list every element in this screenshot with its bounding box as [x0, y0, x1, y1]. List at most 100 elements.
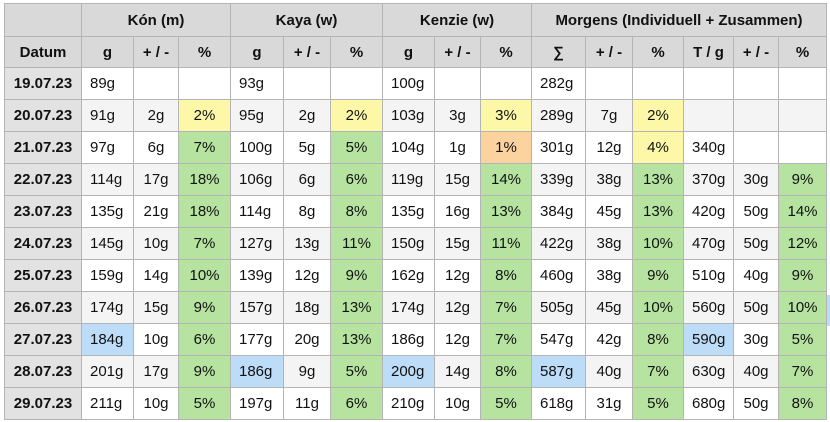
- delta-cell[interactable]: 50g: [733, 227, 779, 260]
- date-cell[interactable]: 23.07.23: [4, 195, 82, 228]
- percent-cell[interactable]: 7%: [632, 355, 684, 388]
- percent-cell[interactable]: 10%: [632, 227, 684, 260]
- delta-cell[interactable]: 40g: [733, 259, 779, 292]
- delta-cell[interactable]: 30g: [733, 163, 779, 196]
- percent-cell[interactable]: 10%: [632, 291, 684, 324]
- group-header-kaya[interactable]: Kaya (w): [230, 3, 383, 37]
- percent-cell[interactable]: 10%: [778, 291, 827, 324]
- delta-cell[interactable]: 18g: [283, 291, 331, 324]
- percent-cell[interactable]: 7%: [778, 355, 827, 388]
- weight-cell[interactable]: [683, 99, 734, 132]
- weight-cell[interactable]: 174g: [81, 291, 134, 324]
- column-header[interactable]: g: [81, 36, 134, 68]
- group-header-kenzie[interactable]: Kenzie (w): [382, 3, 532, 37]
- date-cell[interactable]: 27.07.23: [4, 323, 82, 356]
- delta-cell[interactable]: 7g: [585, 99, 633, 132]
- delta-cell[interactable]: 17g: [133, 163, 179, 196]
- delta-cell[interactable]: 2g: [283, 99, 331, 132]
- weight-cell[interactable]: 127g: [230, 227, 284, 260]
- percent-cell[interactable]: 9%: [330, 259, 383, 292]
- weight-cell[interactable]: 370g: [683, 163, 734, 196]
- date-cell[interactable]: 19.07.23: [4, 67, 82, 100]
- percent-cell[interactable]: [778, 67, 827, 100]
- date-cell[interactable]: 26.07.23: [4, 291, 82, 324]
- weight-cell[interactable]: 470g: [683, 227, 734, 260]
- delta-cell[interactable]: 14g: [133, 259, 179, 292]
- percent-cell[interactable]: 11%: [330, 227, 383, 260]
- percent-cell[interactable]: 2%: [178, 99, 231, 132]
- percent-cell[interactable]: 8%: [330, 195, 383, 228]
- column-header[interactable]: Datum: [4, 36, 82, 68]
- percent-cell[interactable]: 12%: [778, 227, 827, 260]
- delta-cell[interactable]: 15g: [434, 227, 481, 260]
- percent-cell[interactable]: 5%: [632, 387, 684, 420]
- column-header[interactable]: + / -: [283, 36, 331, 68]
- weight-cell[interactable]: 211g: [81, 387, 134, 420]
- percent-cell[interactable]: 5%: [480, 387, 532, 420]
- percent-cell[interactable]: 7%: [178, 227, 231, 260]
- percent-cell[interactable]: 5%: [178, 387, 231, 420]
- delta-cell[interactable]: 50g: [733, 195, 779, 228]
- weight-cell[interactable]: 630g: [683, 355, 734, 388]
- weight-cell[interactable]: 420g: [683, 195, 734, 228]
- percent-cell[interactable]: 14%: [778, 195, 827, 228]
- delta-cell[interactable]: 15g: [133, 291, 179, 324]
- delta-cell[interactable]: 50g: [733, 387, 779, 420]
- column-header[interactable]: %: [778, 36, 827, 68]
- delta-cell[interactable]: 8g: [283, 195, 331, 228]
- date-cell[interactable]: 21.07.23: [4, 131, 82, 164]
- weight-cell[interactable]: 422g: [531, 227, 586, 260]
- percent-cell[interactable]: 7%: [480, 323, 532, 356]
- date-cell[interactable]: 22.07.23: [4, 163, 82, 196]
- weight-cell[interactable]: 186g: [230, 355, 284, 388]
- delta-cell[interactable]: 10g: [133, 387, 179, 420]
- percent-cell[interactable]: 3%: [480, 99, 532, 132]
- percent-cell[interactable]: 9%: [778, 259, 827, 292]
- percent-cell[interactable]: [178, 67, 231, 100]
- date-cell[interactable]: 28.07.23: [4, 355, 82, 388]
- column-header[interactable]: %: [178, 36, 231, 68]
- delta-cell[interactable]: 6g: [133, 131, 179, 164]
- weight-cell[interactable]: 547g: [531, 323, 586, 356]
- percent-cell[interactable]: 9%: [178, 291, 231, 324]
- weight-cell[interactable]: 135g: [382, 195, 435, 228]
- percent-cell[interactable]: 11%: [480, 227, 532, 260]
- delta-cell[interactable]: [733, 131, 779, 164]
- weight-cell[interactable]: 301g: [531, 131, 586, 164]
- weight-cell[interactable]: 104g: [382, 131, 435, 164]
- percent-cell[interactable]: 9%: [178, 355, 231, 388]
- weight-cell[interactable]: 560g: [683, 291, 734, 324]
- weight-cell[interactable]: 197g: [230, 387, 284, 420]
- percent-cell[interactable]: 13%: [632, 195, 684, 228]
- delta-cell[interactable]: 40g: [585, 355, 633, 388]
- date-cell[interactable]: 24.07.23: [4, 227, 82, 260]
- delta-cell[interactable]: 5g: [283, 131, 331, 164]
- weight-cell[interactable]: 100g: [230, 131, 284, 164]
- weight-cell[interactable]: 162g: [382, 259, 435, 292]
- delta-cell[interactable]: 13g: [283, 227, 331, 260]
- date-cell[interactable]: 25.07.23: [4, 259, 82, 292]
- weight-cell[interactable]: 460g: [531, 259, 586, 292]
- delta-cell[interactable]: 31g: [585, 387, 633, 420]
- weight-cell[interactable]: 93g: [230, 67, 284, 100]
- column-header[interactable]: %: [632, 36, 684, 68]
- weight-cell[interactable]: 97g: [81, 131, 134, 164]
- delta-cell[interactable]: 50g: [733, 291, 779, 324]
- weight-cell[interactable]: 510g: [683, 259, 734, 292]
- weight-cell[interactable]: 139g: [230, 259, 284, 292]
- delta-cell[interactable]: 12g: [434, 259, 481, 292]
- delta-cell[interactable]: 11g: [283, 387, 331, 420]
- column-header[interactable]: g: [230, 36, 284, 68]
- percent-cell[interactable]: 6%: [330, 163, 383, 196]
- column-header[interactable]: ∑: [531, 36, 586, 68]
- delta-cell[interactable]: [283, 67, 331, 100]
- delta-cell[interactable]: 38g: [585, 227, 633, 260]
- delta-cell[interactable]: 21g: [133, 195, 179, 228]
- weight-cell[interactable]: 159g: [81, 259, 134, 292]
- percent-cell[interactable]: 2%: [330, 99, 383, 132]
- group-header-morgens[interactable]: Morgens (Individuell + Zusammen): [531, 3, 827, 37]
- delta-cell[interactable]: 14g: [434, 355, 481, 388]
- percent-cell[interactable]: 8%: [480, 259, 532, 292]
- delta-cell[interactable]: 38g: [585, 163, 633, 196]
- delta-cell[interactable]: 16g: [434, 195, 481, 228]
